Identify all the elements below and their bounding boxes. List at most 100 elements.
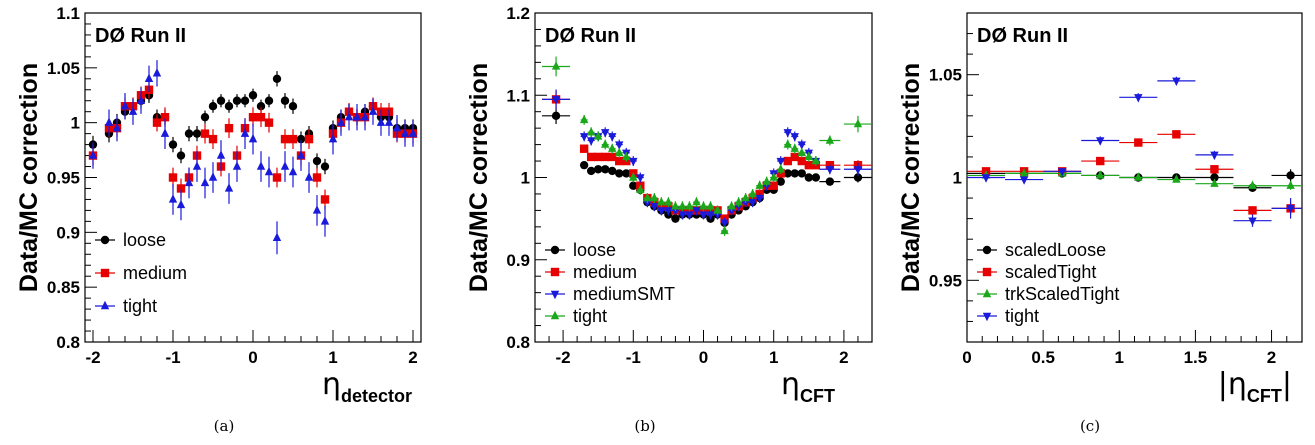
data-point	[1134, 138, 1143, 147]
data-point	[706, 201, 715, 210]
data-point	[650, 203, 659, 212]
data-point	[790, 133, 799, 142]
data-point	[685, 201, 694, 210]
legend-label: scaledTight	[1005, 262, 1096, 282]
data-point	[1096, 156, 1105, 166]
data-point	[551, 61, 561, 70]
data-point	[601, 129, 610, 138]
data-point	[272, 74, 282, 84]
data-point	[176, 199, 186, 209]
data-point	[248, 91, 258, 100]
data-point	[280, 96, 290, 105]
x-tick-label: 0	[962, 348, 971, 367]
data-point	[593, 152, 603, 162]
data-point	[615, 141, 624, 150]
data-point	[586, 166, 596, 176]
data-point	[615, 169, 624, 178]
data-point	[1172, 77, 1181, 87]
data-point	[288, 166, 298, 176]
y-tick-label: 0.8	[56, 333, 80, 352]
data-point	[1210, 151, 1219, 161]
legend-label: trkScaledTight	[1005, 284, 1119, 304]
legend: loose medium tight	[95, 230, 187, 316]
data-point	[1057, 168, 1067, 177]
data-point	[699, 201, 708, 210]
data-point	[790, 169, 799, 178]
data-point	[692, 196, 701, 206]
data-point	[264, 166, 274, 176]
data-point	[593, 165, 603, 174]
data-point	[136, 95, 146, 104]
data-point	[264, 96, 274, 105]
data-point	[650, 192, 659, 202]
data-point	[762, 176, 771, 185]
x-axis-suffix: |	[1282, 367, 1292, 402]
data-point	[678, 211, 687, 220]
data-point	[657, 207, 666, 216]
data-point	[853, 118, 863, 128]
data-point	[200, 129, 210, 138]
legend-marker	[550, 245, 560, 255]
data-point	[776, 164, 785, 173]
data-point	[579, 114, 589, 124]
data-point	[224, 102, 234, 111]
data-point	[734, 196, 743, 206]
series-scaledTight	[967, 130, 1302, 215]
legend-marker	[100, 300, 110, 310]
panel-1: -2 -1 0 1 2 0.8 0.85 0.9 0.95 1 1.05 1.1 Data/MC cor…	[15, 4, 422, 406]
legend-marker	[982, 288, 992, 298]
legend-label: tight	[123, 296, 157, 316]
x-axis-label: |ηCFT|	[1218, 367, 1292, 406]
data-point	[272, 173, 282, 182]
legend-marker	[550, 267, 560, 277]
y-tick-label: 0.9	[506, 251, 530, 270]
data-point	[769, 172, 778, 181]
data-point	[240, 128, 250, 137]
data-point	[240, 96, 250, 105]
data-point	[1210, 165, 1219, 174]
y-tick-label: 1	[521, 169, 530, 188]
data-point	[804, 173, 814, 182]
y-tick-label: 0.95	[929, 271, 962, 290]
data-point	[184, 177, 194, 187]
legend-label: medium	[573, 262, 637, 282]
series-tight	[88, 60, 418, 255]
data-point	[312, 173, 322, 182]
data-point	[1248, 217, 1257, 226]
data-point	[304, 134, 314, 144]
data-point	[192, 129, 202, 138]
data-point	[200, 177, 210, 187]
data-point	[312, 156, 322, 166]
legend-marker	[100, 235, 110, 245]
data-point	[664, 196, 673, 206]
data-point	[720, 225, 729, 235]
data-point	[769, 181, 778, 190]
data-point	[1019, 176, 1029, 185]
data-point	[755, 194, 764, 204]
panel-2: -2 -1 0 1 2 0.8 0.9 1 1.1 1.2 Data/MC correction ηC…	[465, 4, 873, 406]
legend-label: medium	[123, 263, 187, 283]
x-axis-symbol: η	[322, 367, 341, 402]
data-point	[200, 112, 210, 122]
data-point	[551, 111, 561, 121]
data-point	[248, 133, 258, 143]
data-point	[853, 166, 863, 175]
legend-marker	[982, 245, 992, 255]
data-point	[825, 166, 835, 175]
x-tick-label: 1	[769, 348, 778, 367]
data-point	[825, 135, 835, 144]
data-point	[304, 172, 314, 181]
data-point	[797, 141, 806, 150]
data-point	[685, 211, 694, 220]
legend-label: loose	[573, 240, 616, 260]
y-axis-label: Data/MC correction	[465, 63, 493, 292]
series-tight	[542, 56, 872, 236]
data-point	[152, 118, 162, 127]
x-axis-label: ηdetector	[322, 367, 412, 406]
x-tick-label: 0.5	[1031, 348, 1055, 367]
data-point	[208, 172, 218, 181]
plot-frame	[84, 12, 422, 343]
x-tick-label: -2	[85, 348, 100, 367]
